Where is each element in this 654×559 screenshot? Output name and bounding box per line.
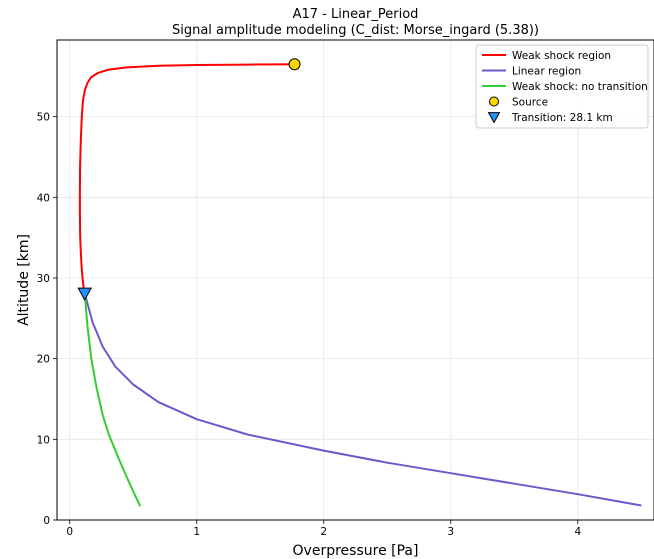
y-tick-label: 40 <box>37 192 50 204</box>
series-lines <box>78 63 642 507</box>
source-marker <box>288 58 301 71</box>
y-axis-label: Altitude [km] <box>16 234 32 326</box>
chart-subtitle: Signal amplitude modeling (C_dist: Morse… <box>172 23 539 38</box>
legend-box <box>475 44 649 129</box>
transition-marker <box>487 112 501 124</box>
legend-entry-label: Transition: 28.1 km <box>511 112 613 124</box>
x-tick-label: 0 <box>66 526 73 538</box>
y-axis-ticks: 0 10 20 30 40 50 <box>37 112 57 527</box>
x-tick-label: 4 <box>574 526 581 538</box>
y-tick-label: 30 <box>37 273 50 285</box>
plot-frame <box>56 39 654 521</box>
y-tick-label: 50 <box>37 112 50 124</box>
series-line-weak-shock-no-transition <box>83 293 142 507</box>
x-axis-label: Overpressure [Pa] <box>293 543 419 559</box>
x-tick-label: 2 <box>320 526 327 538</box>
x-tick-label: 1 <box>193 526 200 538</box>
y-tick-label: 10 <box>37 434 50 446</box>
chart-title: A17 - Linear_Period <box>293 7 419 22</box>
legend-entry-label: Linear region <box>512 66 581 78</box>
x-tick-label: 3 <box>447 526 454 538</box>
markers <box>77 58 301 301</box>
transition-marker <box>77 287 93 301</box>
y-tick-label: 0 <box>43 515 50 527</box>
source-marker <box>489 96 499 107</box>
legend-entry-label: Weak shock region <box>512 50 611 62</box>
x-axis-ticks: 0 1 2 3 4 <box>66 520 581 538</box>
legend-entry-label: Source <box>512 97 548 109</box>
legend-entry-label: Weak shock: no transition <box>512 81 648 93</box>
series-line-linear-region <box>83 293 642 507</box>
y-tick-label: 20 <box>37 354 50 366</box>
series-line-weak-shock-region <box>78 63 295 294</box>
legend: Weak shock region Linear region Weak shock… <box>475 44 649 129</box>
